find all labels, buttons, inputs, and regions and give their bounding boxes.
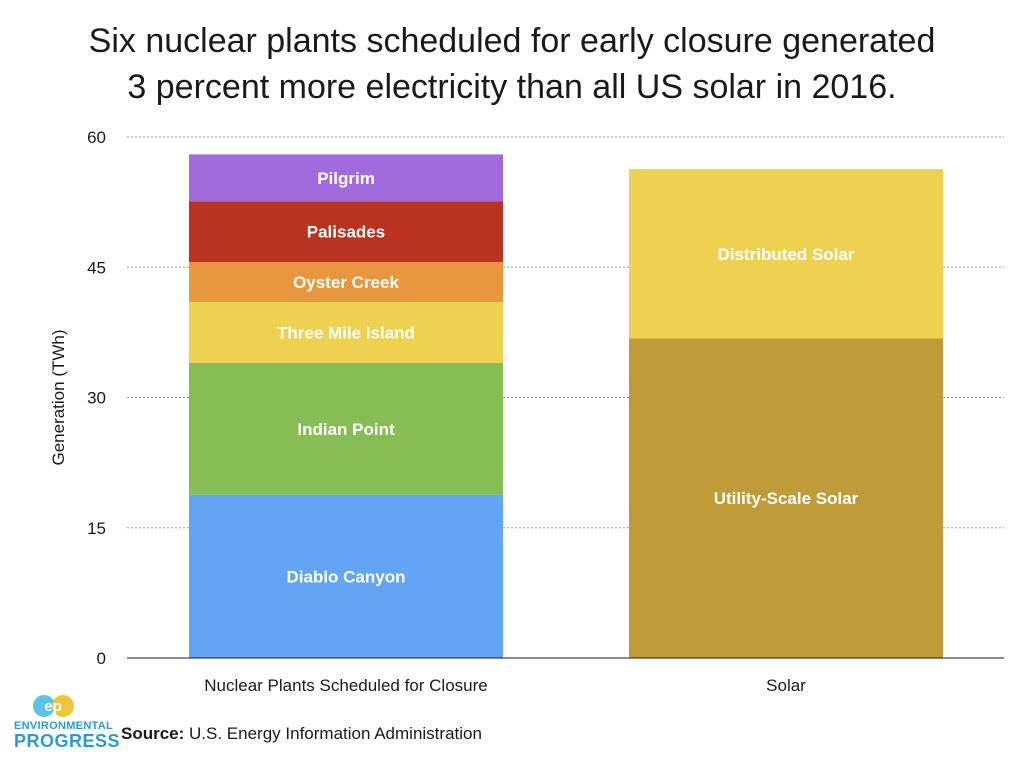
bar-segment — [189, 201, 503, 263]
segment-label: Diablo Canyon — [286, 567, 405, 586]
bar-segment — [629, 338, 943, 658]
source-text: U.S. Energy Information Administration — [184, 724, 482, 743]
segment-label: Indian Point — [297, 420, 395, 439]
bar-segment — [189, 262, 503, 302]
y-axis-label: Generation (TWh) — [49, 329, 68, 465]
logo-line-2: PROGRESS — [14, 731, 121, 751]
bar-segment — [189, 301, 503, 363]
y-tick-label: 45 — [87, 258, 106, 277]
bar-segment — [189, 154, 503, 202]
bar-segment — [629, 169, 943, 339]
chart-title: Six nuclear plants scheduled for early c… — [0, 18, 1024, 110]
title-line-1: Six nuclear plants scheduled for early c… — [88, 22, 936, 60]
segment-label: Three Mile Island — [277, 323, 415, 342]
category-label: Nuclear Plants Scheduled for Closure — [204, 676, 487, 695]
title-line-2: 3 percent more electricity than all US s… — [127, 68, 897, 106]
y-tick-label: 60 — [87, 128, 106, 147]
segment-label: Utility-Scale Solar — [714, 489, 859, 508]
source-label: Source: — [121, 724, 185, 743]
bar-segment — [189, 494, 503, 658]
logo-mark-text: ep — [44, 698, 62, 715]
bar-segment — [189, 362, 503, 495]
y-tick-label: 30 — [87, 389, 106, 408]
ep-logo-icon: ep — [33, 695, 74, 717]
category-label: Solar — [766, 676, 806, 695]
segment-label: Palisades — [307, 223, 385, 242]
segment-label: Oyster Creek — [293, 273, 399, 292]
y-tick-label: 0 — [97, 649, 106, 668]
segment-label: Pilgrim — [317, 169, 375, 188]
y-tick-label: 15 — [87, 519, 106, 538]
source-note: Source: U.S. Energy Information Administ… — [121, 724, 482, 744]
segment-label: Distributed Solar — [718, 245, 855, 264]
logo-line-1: ENVIRONMENTAL — [14, 720, 114, 732]
environmental-progress-logo: ENVIRONMENTAL PROGRESS — [14, 720, 121, 751]
